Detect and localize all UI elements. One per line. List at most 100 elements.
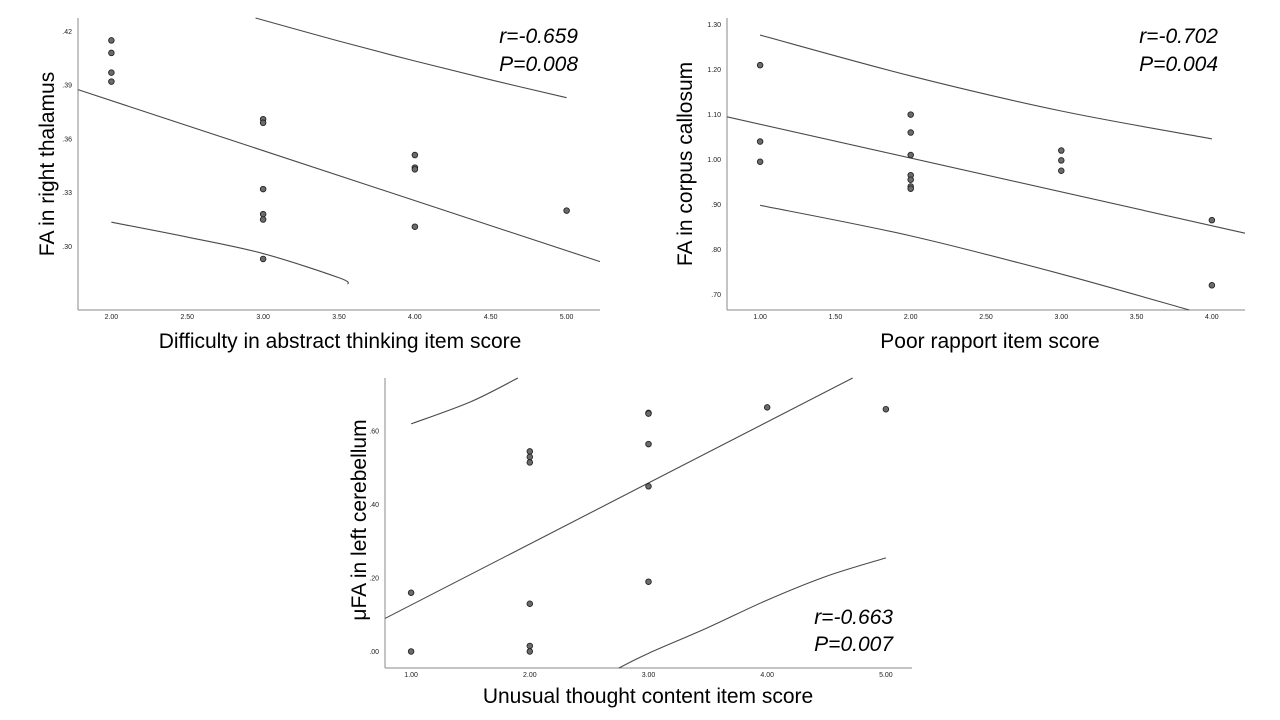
data-point (108, 78, 115, 85)
data-point (645, 440, 652, 448)
data-point (763, 404, 771, 411)
data-point (108, 69, 115, 76)
x-tick-label: 5.00 (879, 672, 893, 679)
data-point (907, 129, 914, 136)
x-tick-label: 2.00 (523, 672, 537, 679)
data-point (526, 648, 534, 655)
y-tick-label: .70 (711, 292, 721, 299)
x-tick-label: 3.00 (642, 672, 656, 679)
x-tick-label: 2.00 (904, 314, 918, 321)
x-tick-label: 1.00 (753, 314, 767, 321)
data-point (259, 119, 267, 127)
data-point (1058, 157, 1065, 164)
y-axis-title: FA in corpus callosum (674, 62, 697, 266)
p-value: P=0.008 (499, 53, 578, 76)
data-point (907, 151, 914, 159)
data-point (259, 185, 267, 193)
x-tick-label: 4.00 (760, 672, 774, 679)
x-tick-label: 3.00 (1054, 314, 1068, 321)
y-axis-title: μFA in left cerebellum (348, 419, 371, 620)
ci-lower-curve (760, 204, 1190, 311)
data-point (407, 648, 415, 655)
data-point (756, 158, 764, 166)
regression-line (77, 89, 601, 263)
y-tick-label: .36 (62, 136, 72, 143)
correlation-r: r=-0.663 (814, 606, 893, 629)
ci-upper-curve (255, 17, 567, 99)
data-point (411, 151, 419, 159)
y-tick-label: 1.10 (707, 112, 721, 119)
data-point (645, 410, 652, 417)
ci-upper-curve (759, 34, 1212, 140)
x-tick-label: 4.00 (408, 314, 422, 321)
data-point (108, 49, 115, 57)
p-value: P=0.007 (814, 633, 894, 656)
data-point (756, 138, 764, 145)
data-point (526, 459, 534, 466)
y-tick-labels: .70 .80 .90 1.00 1.10 1.20 1.30 (707, 22, 721, 299)
data-point (1208, 216, 1216, 224)
data-point (411, 166, 419, 173)
panel-corpus-callosum: 1.00 1.50 2.00 2.50 3.00 3.50 4.00 .70 .80 .90 1.… (674, 18, 1246, 353)
data-point (108, 37, 115, 44)
x-axis-title: Unusual thought content item score (483, 685, 813, 708)
data-point (1208, 282, 1216, 289)
data-point (907, 111, 914, 118)
data-point (526, 448, 534, 455)
data-point (407, 589, 415, 596)
regression-line (726, 116, 1246, 234)
data-point (259, 210, 267, 218)
y-tick-label: .90 (711, 202, 721, 209)
data-point (259, 255, 267, 263)
x-tick-labels: 1.00 2.00 3.00 4.00 5.00 (404, 672, 893, 679)
x-tick-label: 3.50 (332, 314, 346, 321)
y-tick-label: .30 (62, 244, 72, 251)
x-tick-label: 2.50 (180, 314, 194, 321)
y-tick-label: .60 (369, 429, 379, 436)
x-tick-label: 2.00 (105, 314, 119, 321)
y-tick-label: .20 (369, 576, 379, 583)
data-points (108, 37, 570, 263)
panel-right-thalamus: 2.00 2.50 3.00 3.50 4.00 4.50 5.00 .30.33.36.3… (36, 17, 601, 353)
x-tick-label: 3.50 (1130, 314, 1144, 321)
data-point (907, 176, 914, 183)
y-tick-label: 1.30 (707, 22, 721, 29)
regression-line (384, 377, 853, 619)
y-tick-labels: .00 .20 .40 .60 (369, 429, 379, 656)
data-point (645, 578, 652, 585)
data-point (411, 223, 419, 230)
ci-upper-curve (410, 377, 519, 425)
y-tick-label: .80 (711, 247, 721, 254)
data-point (526, 600, 534, 608)
x-axis-title: Difficulty in abstract thinking item sco… (159, 330, 522, 353)
ci-lower-curve (618, 557, 887, 669)
x-tick-label: 5.00 (560, 314, 574, 321)
x-tick-label: 1.50 (829, 314, 843, 321)
panel-left-cerebellum: 1.00 2.00 3.00 4.00 5.00 .00 .20 .40 .60 Unusua… (348, 377, 912, 708)
data-point (645, 483, 652, 490)
x-tick-label: 2.50 (979, 314, 993, 321)
y-tick-label: 1.20 (707, 67, 721, 74)
data-point (882, 405, 890, 413)
correlation-r: r=-0.659 (499, 25, 578, 48)
y-tick-labels: .30 .33 .36 .39 .42 (62, 29, 72, 251)
data-points (756, 61, 1216, 289)
data-point (907, 185, 914, 192)
x-tick-label: 4.50 (484, 314, 498, 321)
x-tick-labels: 1.00 1.50 2.00 2.50 3.00 3.50 4.00 (753, 314, 1218, 321)
data-point (259, 216, 267, 223)
x-tick-labels: 2.00 2.50 3.00 3.50 4.00 4.50 5.00 (105, 314, 574, 321)
data-point (526, 642, 534, 650)
y-tick-label: 1.00 (707, 157, 721, 164)
y-tick-label: .42 (62, 29, 72, 36)
p-value: P=0.004 (1139, 53, 1218, 76)
data-point (1058, 167, 1065, 174)
data-points (407, 404, 890, 655)
y-tick-label: .33 (62, 190, 72, 197)
y-tick-label: .40 (369, 502, 379, 509)
y-tick-label: .39 (62, 83, 72, 90)
x-axis-title: Poor rapport item score (880, 330, 1099, 353)
correlation-r: r=-0.702 (1139, 25, 1218, 48)
x-tick-label: 1.00 (404, 672, 418, 679)
